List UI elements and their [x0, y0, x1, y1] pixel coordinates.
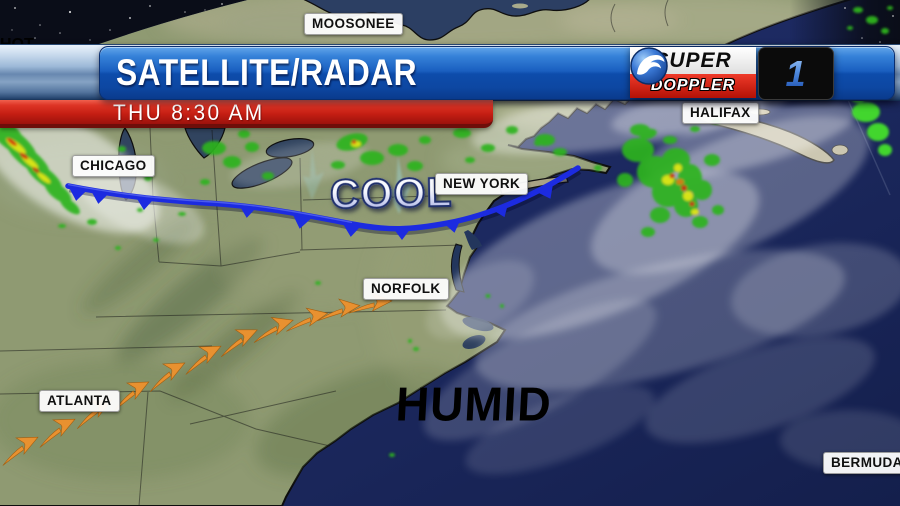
star-field — [11, 3, 223, 41]
station-logo: SUPER DOPPLER 1 — [630, 47, 834, 100]
cold-front — [65, 165, 582, 240]
city-label-halifax: HALIFAX — [682, 102, 759, 124]
city-label-moosonee: MOOSONEE — [304, 13, 403, 35]
cold-front-triangles — [69, 183, 554, 240]
cloud-layer — [0, 84, 900, 475]
bay-island — [512, 3, 528, 9]
city-label-atlanta: ATLANTA — [39, 390, 120, 412]
timestamp: THU 8:30 AM — [113, 100, 265, 125]
logo-numeral-one: 1 — [785, 52, 806, 94]
page-title: SATELLITE/RADAR — [116, 52, 418, 93]
logo-doppler: DOPPLER — [630, 74, 756, 98]
city-label-norfolk: NORFOLK — [363, 278, 449, 300]
cold-front-line — [65, 165, 581, 232]
banner-timestamp-bar: THU 8:30 AM — [0, 100, 493, 128]
river-lines — [610, 0, 669, 33]
logo-channel-10: 1 — [630, 47, 834, 100]
city-label-new-york: NEW YORK — [435, 173, 529, 195]
corner-radar-specks — [847, 6, 893, 34]
wave-icon — [630, 47, 668, 85]
corner-stars — [844, 7, 894, 43]
city-label-chicago: CHICAGO — [72, 155, 155, 177]
radar-cells — [0, 93, 892, 457]
cool-air-arrows — [303, 148, 413, 214]
annotation-humid: HUMID — [394, 376, 554, 432]
city-label-bermuda: BERMUDA — [823, 452, 900, 474]
delaware-bay — [464, 230, 482, 250]
